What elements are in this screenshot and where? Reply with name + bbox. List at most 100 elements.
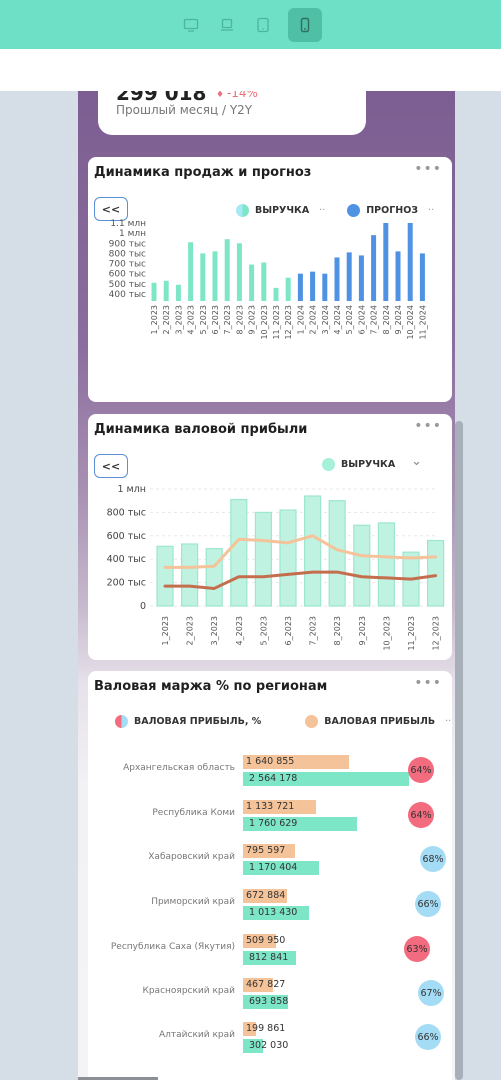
x-tick-label: 10_2023: [260, 305, 269, 340]
x-tick-label: 2_2023: [186, 616, 195, 645]
bar: [156, 545, 174, 607]
x-tick-label: 8_2023: [235, 305, 244, 334]
legend-more: ··: [445, 716, 452, 727]
back-button[interactable]: <<: [94, 197, 128, 221]
revenue-bar: 1 013 430: [243, 906, 309, 920]
phone-icon[interactable]: [287, 7, 322, 42]
horizontal-scrollbar[interactable]: [78, 1077, 158, 1080]
bar: [205, 548, 223, 607]
bar: [334, 257, 340, 301]
margin-legend[interactable]: ВАЛОВАЯ ПРИБЫЛЬ, % ВАЛОВАЯ ПРИБЫЛЬ ··: [115, 715, 451, 728]
bar: [310, 271, 316, 301]
device-switcher-bar: [0, 0, 501, 49]
bar: [163, 280, 169, 301]
revenue-bar: 302 030: [243, 1039, 288, 1053]
bar: [297, 273, 303, 301]
legend-dot-icon: [236, 204, 249, 217]
margin-pct-circle: 64%: [408, 802, 434, 828]
legend-dot-icon: [322, 458, 335, 471]
legend-forecast: ПРОГНОЗ: [366, 205, 419, 216]
bar: [377, 522, 395, 607]
desktop-icon[interactable]: [180, 14, 202, 36]
x-tick-label: 4_2023: [235, 616, 244, 645]
bar: [175, 284, 181, 301]
x-tick-label: 10_2024: [406, 305, 415, 340]
revenue-bar: 812 841: [243, 951, 296, 965]
x-tick-label: 12_2023: [284, 305, 293, 340]
chevron-down-icon[interactable]: ⌄: [411, 454, 423, 469]
legend-dot-icon: [305, 715, 319, 728]
tablet-icon[interactable]: [252, 14, 274, 36]
revenue-bar: 693 858: [243, 995, 288, 1009]
sales-legend[interactable]: ВЫРУЧКА ·· ПРОГНОЗ ··: [236, 204, 434, 217]
x-tick-label: 3_2023: [210, 616, 219, 645]
bar: [180, 543, 199, 607]
y-tick-label: 0: [140, 601, 146, 612]
y-tick-label: 700 тыс: [109, 260, 146, 270]
profit-bar: 1 133 721: [243, 800, 317, 814]
bar: [261, 262, 267, 301]
margin-card: Валовая маржа % по регионам ••• ВАЛОВАЯ …: [88, 671, 452, 1080]
card-title: Динамика валовой прибыли: [94, 422, 308, 437]
region-label: Архангельская область: [123, 763, 235, 773]
margin-pct-circle: 68%: [420, 846, 446, 872]
x-tick-label: 6_2023: [284, 616, 293, 645]
dashboard-viewport[interactable]: 299 018 ♦ -14% Прошлый месяц / Y2Y Динам…: [0, 91, 501, 1080]
bar: [322, 273, 328, 301]
bar: [273, 287, 279, 301]
legend-more: ··: [428, 205, 435, 216]
x-tick-label: 3_2024: [321, 305, 330, 334]
card-menu-icon[interactable]: •••: [414, 161, 442, 177]
x-tick-label: 2_2023: [162, 305, 171, 334]
y-tick-label: 800 тыс: [107, 507, 146, 518]
x-tick-label: 9_2024: [394, 305, 403, 334]
x-tick-label: 1_2024: [296, 305, 305, 334]
margin-pct-circle: 66%: [415, 1024, 441, 1050]
legend-pct: ВАЛОВАЯ ПРИБЫЛЬ, %: [134, 716, 262, 727]
x-tick-label: 7_2024: [370, 305, 379, 334]
card-menu-icon[interactable]: •••: [414, 675, 442, 691]
sales-card: Динамика продаж и прогноз ••• << ВЫРУЧКА…: [88, 157, 452, 402]
region-label: Республика Саха (Якутия): [110, 942, 235, 952]
profit-bar: 1 640 855: [243, 755, 350, 769]
back-button[interactable]: <<: [94, 454, 128, 478]
bar: [224, 239, 230, 301]
y-tick-label: 900 тыс: [109, 239, 146, 249]
gross-chart: 0 200 тыс 400 тыс 600 тыс 800 тыс 1 млн 1_2023…: [107, 484, 445, 651]
x-tick-label: 7_2023: [223, 305, 232, 334]
bar: [285, 277, 291, 301]
profit-bar: 795 597: [243, 844, 295, 858]
x-tick-label: 7_2023: [309, 616, 318, 645]
laptop-icon[interactable]: [216, 14, 238, 36]
x-tick-label: 11_2023: [272, 305, 281, 340]
legend-revenue: ВЫРУЧКА: [341, 459, 396, 470]
bar: [249, 264, 255, 301]
gross-legend[interactable]: ВЫРУЧКА ⌄: [322, 454, 422, 471]
legend-dot-icon: [115, 715, 128, 728]
y-tick-label: 400 тыс: [107, 554, 146, 565]
card-menu-icon[interactable]: •••: [414, 418, 442, 434]
bar: [254, 511, 272, 607]
revenue-bar: 1 170 404: [243, 861, 319, 875]
revenue-bar: 2 564 178: [243, 772, 409, 786]
x-tick-label: 5_2023: [199, 305, 208, 334]
region-label: Красноярский край: [142, 986, 235, 996]
legend-revenue: ВЫРУЧКА: [255, 205, 310, 216]
region-label: Республика Коми: [152, 808, 235, 818]
y-tick-label: 600 тыс: [109, 270, 146, 280]
kpi-delta: ♦ -14%: [216, 91, 258, 100]
legend-profit: ВАЛОВАЯ ПРИБЫЛЬ: [324, 716, 436, 727]
x-tick-label: 3_2023: [174, 305, 183, 334]
x-tick-label: 1_2023: [161, 616, 170, 645]
region-label: Алтайский край: [159, 1030, 235, 1040]
bar: [236, 243, 242, 301]
scrollbar[interactable]: [455, 421, 463, 1080]
x-tick-label: 1_2023: [150, 305, 159, 334]
card-title: Валовая маржа % по регионам: [94, 679, 328, 694]
region-label: Хабаровский край: [148, 852, 235, 862]
bar: [212, 251, 218, 301]
y-tick-label: 500 тыс: [109, 280, 146, 290]
bar: [407, 223, 413, 301]
profit-bar: 467 827: [243, 978, 285, 992]
y-tick-label: 400 тыс: [109, 290, 146, 300]
